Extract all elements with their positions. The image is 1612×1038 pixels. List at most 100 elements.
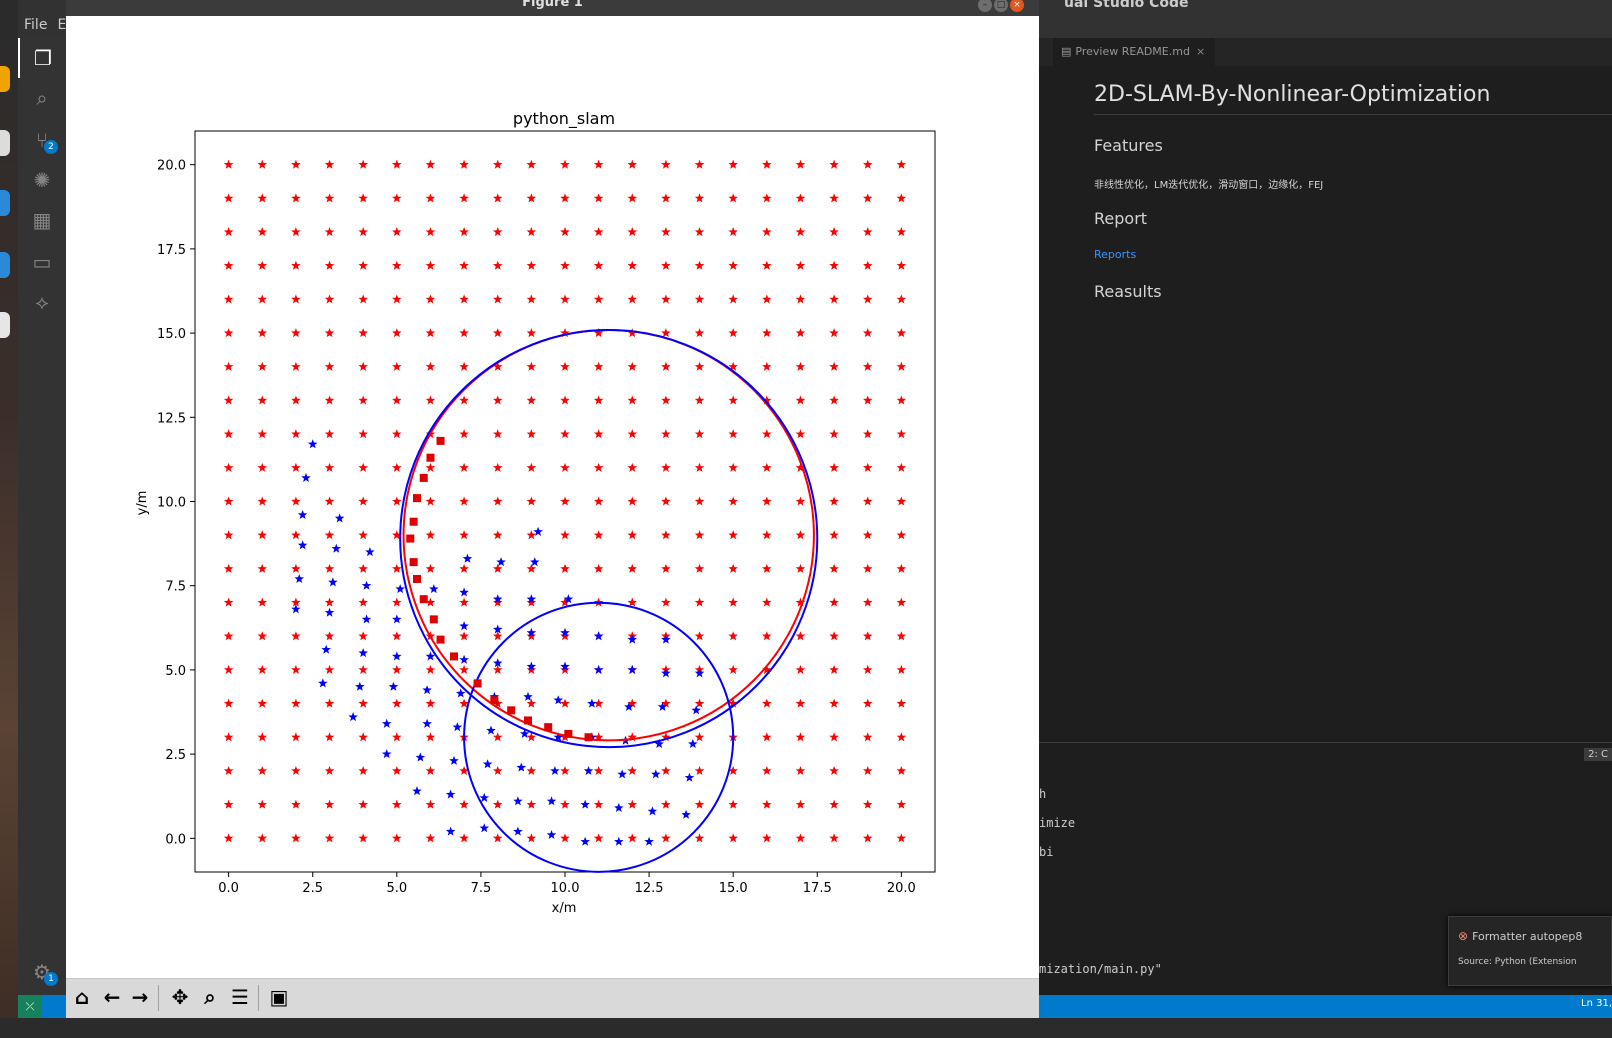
landmark-point [862,530,873,540]
close-window-icon[interactable]: × [1010,0,1024,12]
landmark-point [291,698,301,708]
landmark-point [694,429,705,439]
pose-marker [436,436,445,445]
landmark-point [862,294,873,304]
features-text: 非线性优化，LM迭代优化，滑动窗口，边缘化，FEJ [1094,180,1324,191]
close-icon[interactable]: × [1195,45,1206,58]
landmark-point [627,159,638,169]
debug-icon[interactable]: ✺ [33,168,51,192]
terminal-line: imize [1039,816,1076,830]
toast-message: Formatter autopep8 [1472,930,1583,943]
source-control-icon[interactable]: ⑂ 2 [18,120,66,160]
landmark-point [425,260,436,270]
landmark-point [661,429,671,439]
landmark-point [358,664,368,674]
dock-app-icon[interactable] [0,252,10,278]
landmark-point [560,496,570,506]
landmark-point [627,833,638,843]
observation-point [422,718,432,728]
terminal-line: bi [1039,845,1054,859]
observation-point [482,759,493,769]
explorer-icon[interactable]: ❐ [18,38,66,78]
landmark-point [223,563,234,573]
landmark-point [257,429,268,439]
dock-app-icon[interactable] [0,130,10,156]
landmark-point [593,530,604,540]
landmark-point [627,429,638,439]
home-icon[interactable]: ⌂ [74,985,90,1009]
dock-app-icon[interactable] [0,312,10,338]
forward-arrow-icon[interactable]: → [131,985,149,1009]
reports-link[interactable]: Reports [1094,248,1137,261]
pan-icon[interactable]: ✥ [171,985,189,1009]
landmark-point [896,496,907,506]
menu-file[interactable]: File [24,17,48,33]
dock-app-icon[interactable] [0,190,10,216]
landmark-point [829,631,839,641]
landmark-point [896,664,907,674]
landmark-point [560,260,570,270]
zoom-icon[interactable]: ⌕ [204,985,216,1009]
save-icon[interactable]: ▣ [269,985,289,1009]
landmark-point [223,328,234,338]
observation-point [694,668,705,678]
landmark-point [492,361,503,371]
landmark-point [560,799,570,809]
pose-marker [419,595,428,604]
landmark-point [560,664,570,674]
landmark-point [795,530,806,540]
landmark-point [694,328,705,338]
figure-canvas[interactable]: python_slam 0.0 2.5 5.0 7.5 10.0 12.5 15.0 17.5… [66,16,1039,978]
landmark-point [492,799,503,809]
landmark-point [291,193,301,203]
landmark-point [762,530,772,540]
landmark-point [223,227,234,237]
landmark-point [291,462,301,472]
remote-explorer-icon[interactable]: ▭ [32,250,52,274]
observation-point [533,526,543,536]
landmark-point [291,833,301,843]
observation-point [392,614,402,624]
extensions-icon[interactable]: ▦ [32,208,52,232]
landmark-point [661,227,671,237]
report-heading: Report [1094,209,1148,228]
landmark-point [257,193,268,203]
landmark-point [593,799,604,809]
landmark-point [526,799,537,809]
landmark-point [829,395,839,405]
search-icon[interactable]: ⌕ [36,86,48,110]
landmark-point [257,631,268,641]
landmark-point [459,328,469,338]
landmark-point [324,631,335,641]
tab-preview-readme[interactable]: ▤ Preview README.md × [1053,38,1216,66]
notification-toast[interactable]: ⊗ Formatter autopep8 Source: Python (Exte… [1448,916,1612,986]
configure-subplots-icon[interactable]: ☰ [231,985,249,1009]
menu-edit[interactable]: E [57,17,67,33]
terminal-selector[interactable]: 2: C [1584,748,1612,761]
test-icon[interactable]: ⟡ [35,290,49,314]
landmark-point [862,395,873,405]
landmark-point [694,799,705,809]
toast-source: Source: Python (Extension [1458,957,1577,967]
dock-app-icon[interactable] [0,66,10,92]
landmark-point [795,732,806,742]
back-arrow-icon[interactable]: ← [103,985,121,1009]
landmark-point [661,597,671,607]
landmark-point [661,395,671,405]
observation-point [560,627,570,637]
maximize-icon[interactable]: □ [994,0,1008,12]
landmark-point [560,361,570,371]
minimize-icon[interactable]: – [978,0,992,12]
cursor-position[interactable]: Ln 31, [1581,998,1612,1009]
activity-bar: ❐ ⌕ ⑂ 2 ✺ ▦ ▭ ⟡ ⚙ 1 [18,38,66,1018]
observation-point [614,803,624,813]
observation-point [691,705,701,715]
observation-point [654,739,664,749]
settings-gear-icon[interactable]: ⚙ 1 [18,952,66,992]
landmark-point [291,159,301,169]
landmark-point [291,563,301,573]
landmark-point [829,361,839,371]
remote-indicator-icon[interactable]: ⤫ [18,995,42,1018]
landmark-point [593,294,604,304]
